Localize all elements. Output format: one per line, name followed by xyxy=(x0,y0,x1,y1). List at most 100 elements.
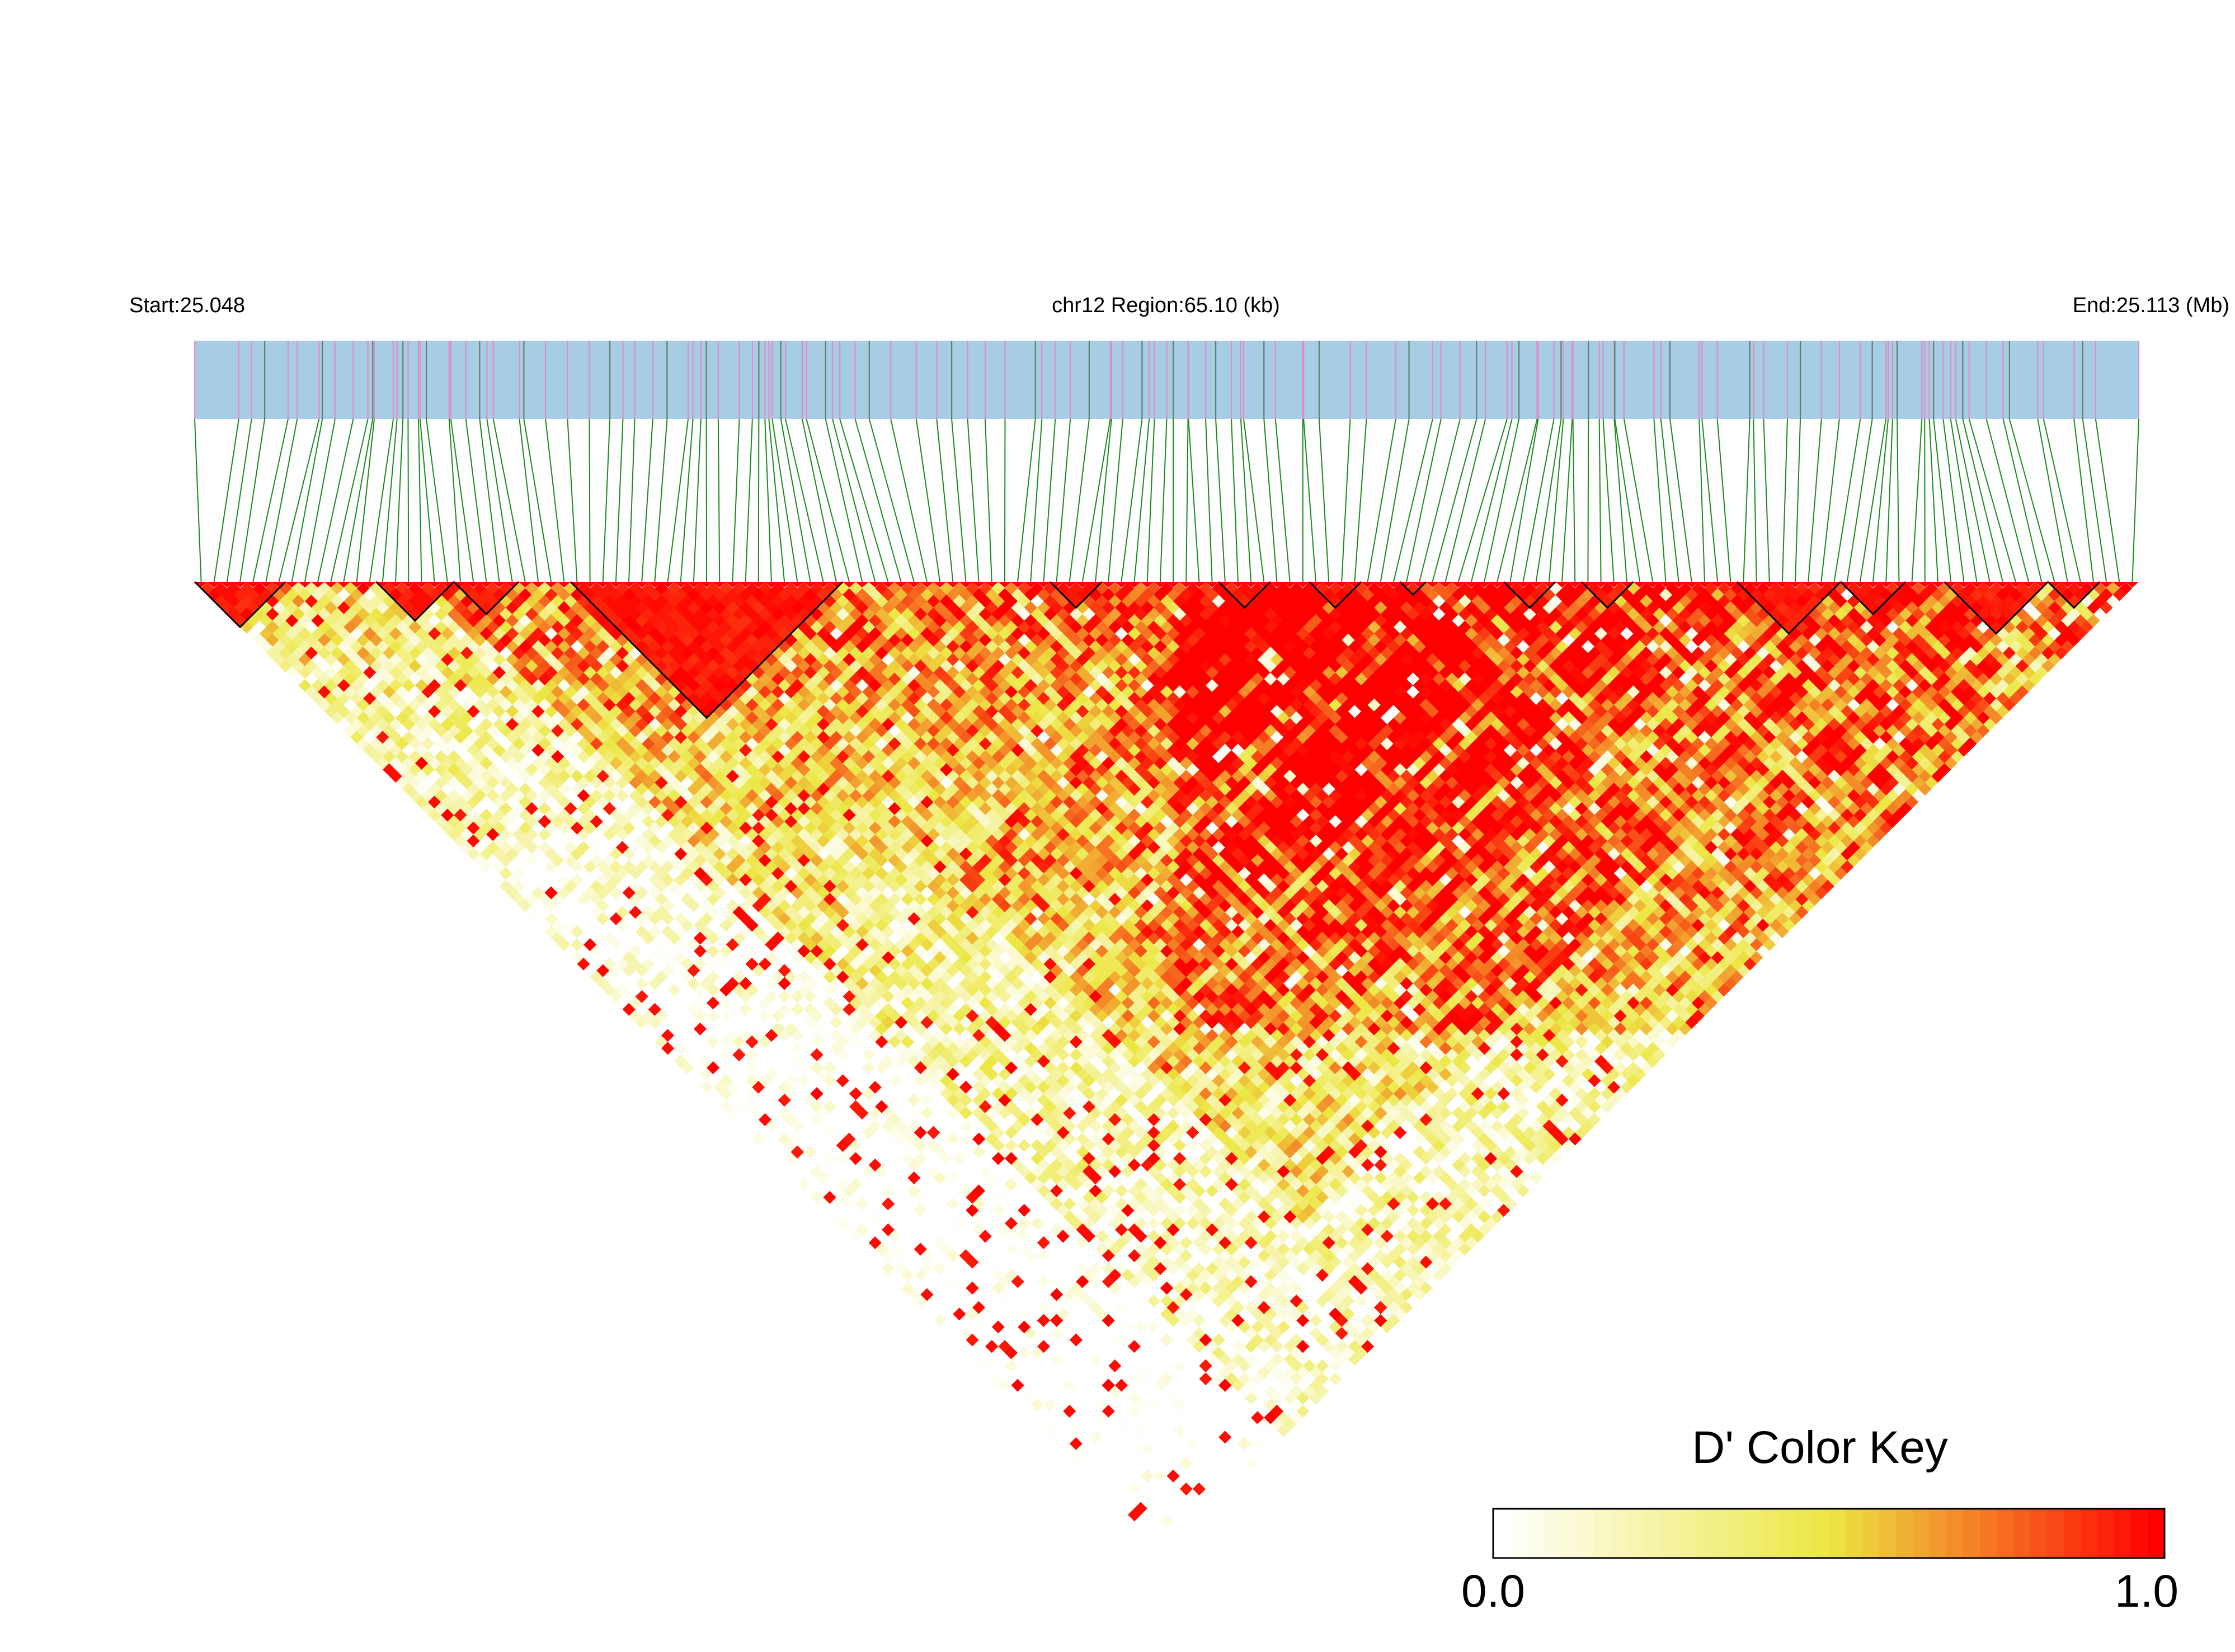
color-key-min-label: 0.0 xyxy=(1461,1566,1525,1617)
color-key-swatch xyxy=(1678,1509,1695,1558)
ld-cell-group xyxy=(253,588,2061,1554)
ld-block-outline xyxy=(570,581,844,719)
snp-connector xyxy=(567,418,578,582)
snp-connector xyxy=(1522,418,1555,582)
ld-block-outline xyxy=(1399,581,1427,596)
snp-connector xyxy=(1263,418,1278,582)
snp-connector xyxy=(291,418,323,582)
color-key-swatch xyxy=(1812,1509,1829,1558)
snp-connector xyxy=(448,418,461,582)
snp-connector xyxy=(1820,418,1840,582)
snp-connector xyxy=(936,418,954,582)
snp-connector xyxy=(1457,418,1508,582)
snp-connector xyxy=(745,418,753,582)
snp-connector xyxy=(2132,418,2139,582)
snp-connector xyxy=(486,418,513,582)
snp-connector xyxy=(1380,418,1410,582)
snp-connector xyxy=(1623,418,1654,582)
snp-connector xyxy=(1743,418,1751,582)
snp-connector xyxy=(628,418,636,582)
color-key-swatch xyxy=(2148,1509,2165,1558)
snp-connector xyxy=(2008,418,2055,582)
snp-connector xyxy=(2037,418,2068,582)
snp-connector xyxy=(1885,418,1893,582)
color-key-swatch xyxy=(1997,1509,2014,1558)
snp-connector xyxy=(1392,418,1433,582)
snp-connector xyxy=(1318,418,1330,582)
snp-connector xyxy=(1205,418,1213,582)
start-label: Start:25.048 xyxy=(129,294,245,317)
snp-connector xyxy=(1243,418,1265,582)
color-key-max-label: 1.0 xyxy=(2115,1566,2178,1617)
snp-connector xyxy=(252,418,289,582)
ld-block-outline xyxy=(375,581,455,622)
snp-connector xyxy=(768,418,785,582)
ld-block-outline xyxy=(1736,581,1842,635)
ld-block-outline xyxy=(1218,581,1271,609)
snp-connector xyxy=(868,418,915,582)
snp-connector xyxy=(1753,418,1757,582)
snp-connector xyxy=(226,418,252,582)
snp-connector xyxy=(1763,418,1770,582)
snp-position-track xyxy=(194,341,2140,419)
color-key-swatch xyxy=(1661,1509,1678,1558)
color-key-border xyxy=(1492,1508,2166,1559)
snp-connector xyxy=(1985,418,2030,582)
snp-connector xyxy=(330,418,369,582)
snp-connector xyxy=(213,418,239,582)
snp-connector xyxy=(1406,418,1442,582)
color-key-swatch xyxy=(1879,1509,1897,1558)
snp-connector xyxy=(1240,418,1252,582)
ld-block-outline xyxy=(1944,581,2049,635)
snp-connector xyxy=(523,418,552,582)
snp-connector xyxy=(1419,418,1461,582)
snp-connector xyxy=(915,418,941,582)
snp-connector xyxy=(1095,418,1112,582)
snp-connector xyxy=(717,418,721,582)
ld-heatmap-triangle xyxy=(195,582,2139,1554)
snp-connector xyxy=(492,418,526,582)
snp-connector xyxy=(369,418,394,582)
snp-connector xyxy=(854,418,902,582)
ld-top-edge xyxy=(195,582,2139,588)
color-key-swatch xyxy=(1930,1509,1947,1558)
snp-connector xyxy=(680,418,694,582)
snp-connector xyxy=(1185,418,1189,582)
snp-connector xyxy=(693,418,702,582)
color-key-swatch xyxy=(1527,1509,1544,1558)
color-key-gradient xyxy=(1493,1509,2165,1558)
color-key-swatch xyxy=(1644,1509,1662,1558)
snp-connector xyxy=(194,418,202,582)
snp-connector xyxy=(1602,418,1615,582)
color-key-swatch xyxy=(1577,1509,1594,1558)
snp-connector xyxy=(479,418,500,582)
snp-connector xyxy=(2095,418,2120,582)
ld-block-outline xyxy=(1840,581,1907,616)
snp-connector xyxy=(1081,418,1111,582)
snp-connector xyxy=(2073,418,2094,582)
snp-connector xyxy=(1030,418,1043,582)
snp-connector xyxy=(2002,418,2043,582)
snp-connector xyxy=(1497,418,1538,582)
snp-connector xyxy=(1484,418,1520,582)
snp-connector xyxy=(1215,418,1226,582)
snp-connector xyxy=(1933,418,1952,582)
snp-connector xyxy=(317,418,354,582)
color-key-swatch xyxy=(1695,1509,1712,1558)
snp-connector xyxy=(519,418,539,582)
ld-cell-group xyxy=(259,582,1997,1211)
ld-cell-group xyxy=(304,582,2048,1373)
color-key-swatch xyxy=(1544,1509,1561,1558)
color-key-swatch xyxy=(2013,1509,2031,1558)
snp-connector xyxy=(825,418,863,582)
snp-connector xyxy=(382,418,398,582)
snp-connector xyxy=(239,418,266,582)
snp-connector xyxy=(418,418,422,582)
snp-connector xyxy=(1146,418,1155,582)
color-key-swatch xyxy=(2064,1509,2081,1558)
color-key-swatch xyxy=(1913,1509,1930,1558)
ld-block-outline xyxy=(1503,581,1556,609)
snp-connector xyxy=(265,418,298,582)
snp-connector xyxy=(419,418,435,582)
